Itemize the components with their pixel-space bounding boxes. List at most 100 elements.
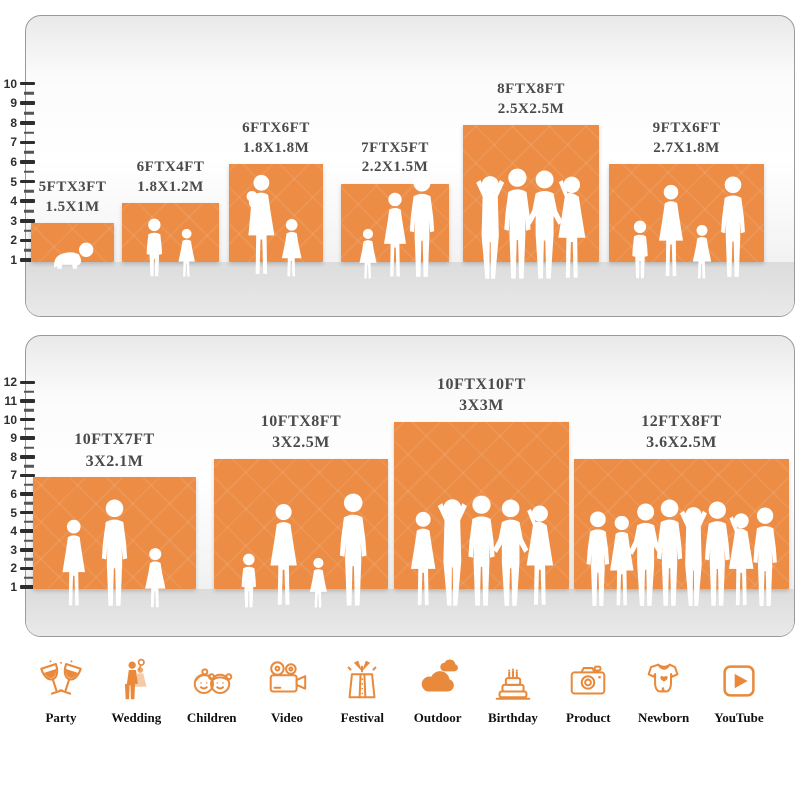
backdrop-rect [609, 164, 764, 279]
ruler-number: 4 [10, 524, 17, 539]
ruler-minor-tick [24, 483, 34, 486]
figure-boy [146, 218, 163, 277]
ruler-tick: 5 [0, 176, 35, 188]
ruler-dash [20, 121, 35, 125]
size-meters: 1.5X1M [45, 198, 100, 215]
figure-manpose [493, 499, 529, 606]
category-label: Video [270, 710, 303, 725]
ruler-minor-tick [24, 170, 34, 174]
backdrop-rect [214, 458, 388, 608]
backdrop-size-label: 8FTX8FT 2.5X2.5M [497, 80, 565, 120]
ruler-number: 10 [3, 76, 17, 91]
backdrop-rect [33, 477, 196, 608]
ruler-tick: 8 [0, 117, 35, 129]
ruler-tick: 9 [0, 97, 35, 109]
size-feet: 7FTX5FT [361, 139, 429, 156]
backdrop-rect [31, 222, 114, 269]
ruler-dash [20, 492, 35, 496]
figure-boy [632, 220, 648, 279]
newborn-icon [641, 658, 687, 704]
backdrop-size-label: 10FTX7FT 3X2.1M [74, 429, 154, 471]
ruler-dash [20, 140, 35, 145]
ruler-tick: 5 [0, 507, 35, 519]
backdrop-figures [410, 495, 554, 606]
backdrop-rect [463, 124, 599, 279]
figure-womanbaby [246, 174, 275, 274]
category-youtube: YouTube [705, 658, 773, 724]
ruler: 1 2 3 4 5 6 7 8 9 10 11 12 [0, 336, 46, 636]
backdrop-size-label: 5FTX3FT 1.5X1M [39, 178, 107, 218]
backdrop-rect [122, 203, 219, 277]
ruler-dash [20, 436, 35, 440]
figure-woman [62, 519, 85, 606]
category-icons-row: Party Wedding Children Video Festival Outdoor… [15, 658, 785, 724]
ruler: 1 2 3 4 5 6 7 8 9 10 [0, 16, 46, 316]
ruler-number: 9 [10, 96, 17, 111]
category-label: Party [45, 710, 77, 725]
ruler-number: 5 [10, 174, 17, 189]
figure-man [656, 499, 683, 606]
figure-manarms [476, 176, 505, 279]
ruler-tick: 8 [0, 451, 35, 463]
figure-boy [241, 553, 256, 608]
backdrop-rect [574, 458, 789, 607]
ruler-number: 6 [10, 487, 17, 501]
size-meters: 3.6X2.5M [646, 433, 717, 451]
backdrop-figures [62, 499, 166, 608]
ruler-tick: 6 [0, 156, 35, 168]
ruler-minor-tick [24, 520, 34, 524]
figure-man [409, 174, 435, 277]
ruler-number: 7 [10, 468, 17, 483]
ruler-number: 4 [10, 194, 17, 209]
ruler-minor-tick [24, 190, 34, 193]
category-wedding: Wedding [102, 658, 170, 724]
category-birthday: Birthday [479, 658, 547, 724]
figure-man [101, 499, 128, 606]
category-label: YouTube [714, 710, 764, 725]
birthday-icon [490, 658, 536, 704]
size-meters: 1.8X1.8M [242, 139, 310, 156]
backdrop-figures [359, 174, 435, 279]
size-feet: 5FTX3FT [38, 178, 107, 195]
size-feet: 9FTX6FT [652, 120, 721, 136]
size-meters: 2.2X1.5M [361, 159, 429, 176]
category-label: Children [186, 710, 237, 725]
ruler-tick: 1 [0, 254, 35, 266]
ruler-minor-tick [24, 248, 34, 252]
figure-man [721, 176, 745, 277]
size-meters: 3X2.5M [272, 433, 330, 451]
category-outdoor: Outdoor [404, 658, 472, 724]
ruler-tick: 3 [0, 544, 35, 556]
backdrop-figures [586, 499, 777, 607]
ruler-dash [20, 101, 35, 105]
size-feet: 10FTX8FT [260, 412, 342, 430]
ruler-dash [20, 455, 35, 459]
figure-manarms [679, 507, 707, 606]
ruler-dash [20, 473, 35, 478]
video-icon [264, 658, 310, 704]
ruler-dash [20, 585, 35, 589]
ruler-dash [20, 548, 35, 552]
ruler-dash [20, 199, 35, 203]
ruler-dash [20, 219, 35, 223]
backdrop-rect [394, 421, 569, 606]
category-label: Birthday [488, 710, 538, 725]
figure-manpose [526, 170, 563, 279]
figure-man [586, 511, 610, 607]
ruler-minor-tick [24, 409, 34, 412]
ruler-tick: 7 [0, 469, 35, 481]
figure-manarms [437, 499, 467, 606]
backdrop-figures [241, 493, 367, 608]
figure-girl [309, 557, 327, 608]
ruler-number: 1 [10, 580, 17, 594]
category-video: Video [253, 658, 321, 724]
figure-woman [610, 515, 634, 606]
backdrop-size-label: 7FTX5FT 2.2X1.5M [361, 139, 429, 179]
ruler-number: 2 [10, 233, 17, 248]
ruler-minor-tick [24, 131, 34, 134]
figure-girl [145, 548, 166, 608]
ruler-minor-tick [24, 446, 34, 449]
figure-girl [178, 228, 195, 277]
ruler-minor-tick [24, 576, 34, 579]
